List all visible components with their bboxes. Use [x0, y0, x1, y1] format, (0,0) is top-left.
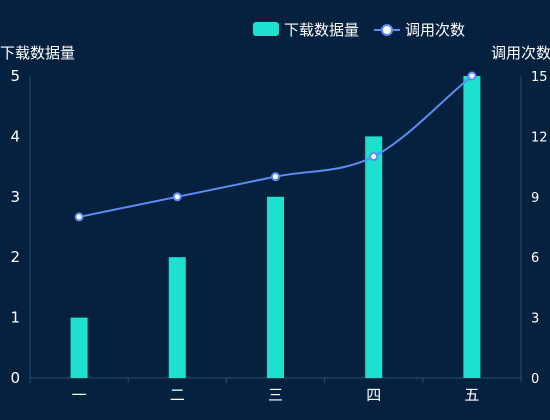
right-tick-label: 3 [531, 312, 539, 327]
line-path [78, 75, 473, 218]
bar [70, 317, 88, 378]
legend-bar-label: 下载数据量 [284, 21, 359, 39]
x-tick-label: 三 [268, 386, 283, 404]
right-tick-label: 0 [531, 372, 539, 387]
left-tick-label: 1 [10, 309, 20, 327]
x-tick-label: 一 [72, 386, 87, 404]
legend-line-marker [381, 24, 393, 36]
bar [168, 257, 186, 378]
left-tick-label: 4 [10, 127, 20, 145]
bar [365, 136, 383, 378]
line-series [74, 71, 477, 222]
right-axis-title: 调用次数 [491, 44, 550, 62]
right-tick-label: 6 [531, 251, 539, 266]
left-axis-title: 下载数据量 [0, 44, 75, 62]
x-tick-label: 四 [366, 386, 381, 404]
legend-line-label: 调用次数 [405, 21, 465, 39]
bar-series [70, 76, 481, 378]
bar [267, 196, 284, 378]
left-tick-label: 5 [10, 67, 20, 85]
legend-bar-swatch [253, 22, 279, 36]
right-tick-label: 12 [531, 130, 548, 145]
left-tick-label: 2 [10, 248, 20, 266]
x-tick-label: 五 [464, 386, 479, 404]
right-tick-label: 15 [531, 70, 548, 85]
line-point [172, 192, 182, 202]
line-point [74, 212, 84, 222]
right-tick-label: 9 [531, 191, 539, 206]
legend: 下载数据量 调用次数 [253, 21, 465, 39]
left-tick-label: 0 [10, 369, 20, 387]
bar [463, 76, 481, 378]
line-point [369, 152, 379, 162]
axes: 01234503691215一二三四五 [10, 67, 547, 404]
left-tick-label: 3 [10, 188, 20, 206]
line-point [467, 71, 477, 81]
line-point [271, 172, 280, 182]
x-tick-label: 二 [170, 386, 185, 404]
